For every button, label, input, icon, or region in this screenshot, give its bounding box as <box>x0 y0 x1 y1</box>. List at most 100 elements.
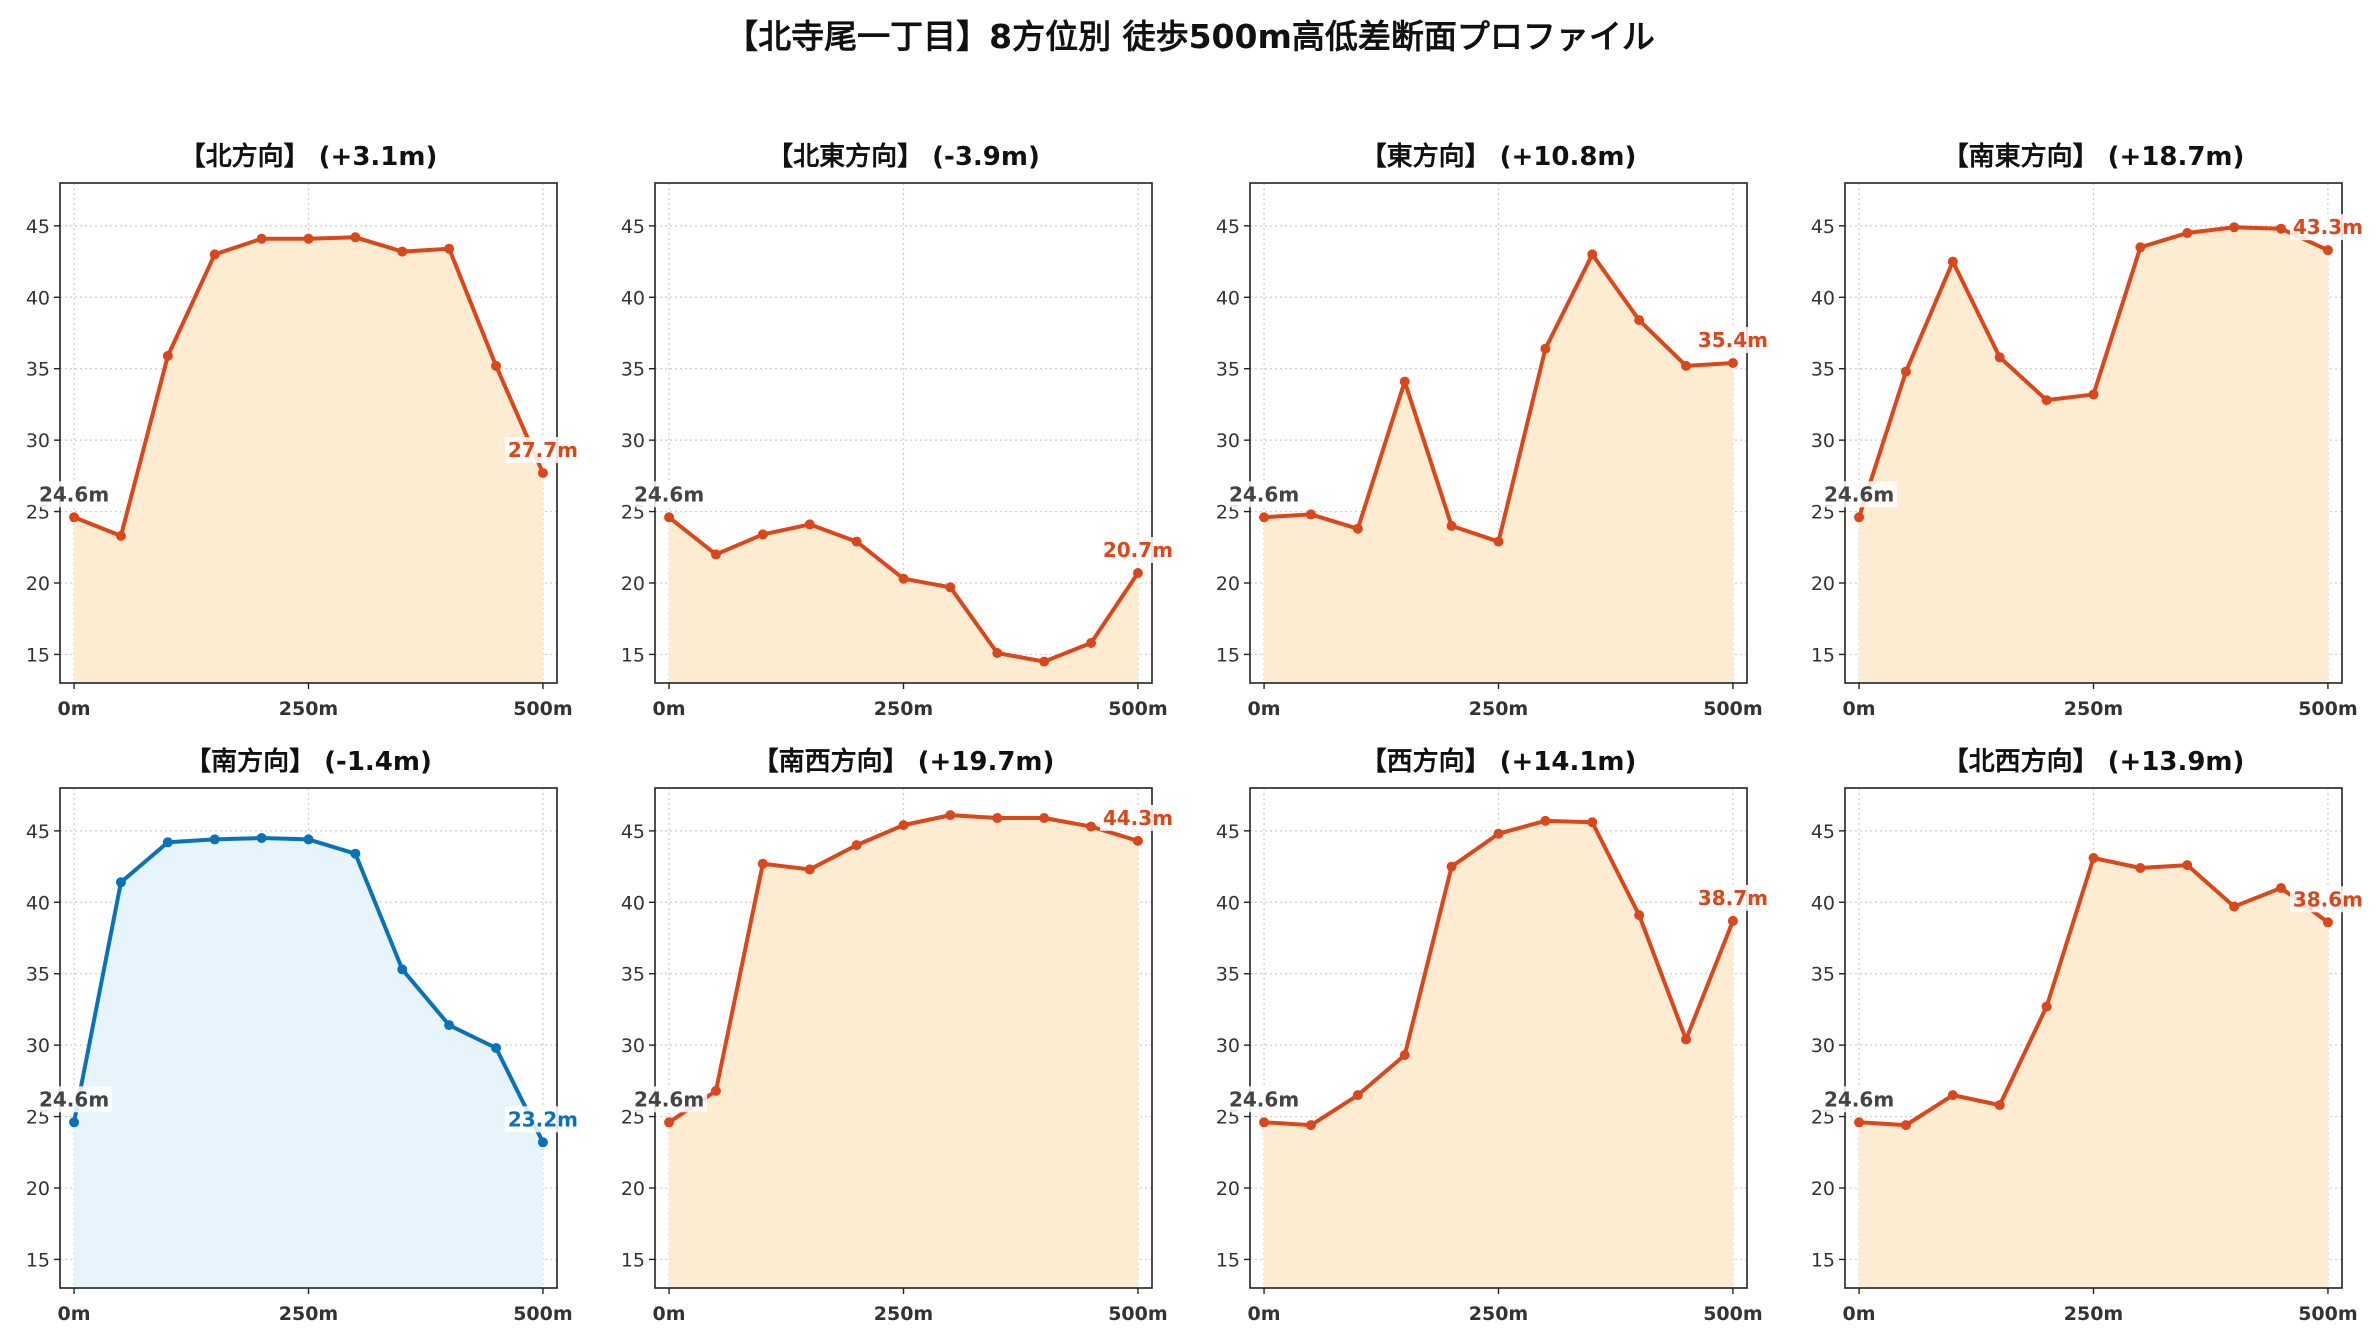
end-label: 44.3m <box>1103 806 1173 830</box>
data-point <box>444 243 455 254</box>
start-label: 24.6m <box>1229 482 1299 506</box>
start-label: 24.6m <box>1229 1087 1299 1111</box>
x-tick-label: 500m <box>1703 698 1762 720</box>
data-point <box>1399 1050 1410 1061</box>
data-point <box>992 648 1003 658</box>
start-label-bg <box>631 1086 708 1113</box>
data-point <box>1854 512 1865 523</box>
data-point <box>2135 242 2146 253</box>
figure-title: 【北寺尾一丁目】8方位別 徒歩500m高低差断面プロファイル <box>725 17 1655 56</box>
data-point <box>397 246 408 257</box>
data-point <box>1086 821 1097 832</box>
data-point <box>1947 256 1958 267</box>
panel-title: 【北西方向】 (+13.9m) <box>1943 746 2245 777</box>
y-tick-label: 30 <box>621 430 645 452</box>
data-point <box>898 820 909 831</box>
data-point <box>1587 817 1598 828</box>
x-tick-label: 250m <box>2064 1303 2123 1325</box>
data-point <box>69 512 80 523</box>
data-point <box>537 468 548 478</box>
y-tick-label: 45 <box>621 216 645 238</box>
panel-title: 【南西方向】 (+19.7m) <box>753 746 1055 777</box>
data-point <box>2229 901 2240 912</box>
y-tick-label: 15 <box>1811 644 1835 666</box>
x-tick-label: 250m <box>1469 698 1528 720</box>
data-point <box>1305 1120 1316 1131</box>
data-point <box>1039 656 1050 667</box>
x-tick-label: 500m <box>1108 1303 1167 1325</box>
data-point <box>1132 835 1143 846</box>
data-point <box>804 864 815 875</box>
data-point <box>1947 1090 1958 1101</box>
y-tick-label: 35 <box>1811 964 1835 986</box>
data-point <box>1446 520 1457 531</box>
y-tick-label: 35 <box>1216 964 1240 986</box>
start-label: 24.6m <box>39 1087 109 1111</box>
data-point <box>1587 249 1598 260</box>
start-label: 24.6m <box>39 482 109 506</box>
area-fill <box>1859 227 2328 684</box>
x-tick-label: 500m <box>2298 698 2357 720</box>
start-label-bg <box>1226 1086 1303 1113</box>
data-point <box>1259 512 1270 523</box>
area-fill <box>74 838 543 1288</box>
y-tick-label: 15 <box>1216 644 1240 666</box>
x-tick-label: 250m <box>874 1303 933 1325</box>
data-point <box>69 1117 80 1128</box>
data-point <box>1727 915 1738 926</box>
y-tick-label: 45 <box>26 821 50 843</box>
end-label-bg <box>504 437 581 463</box>
y-tick-label: 15 <box>26 644 50 666</box>
x-tick-label: 500m <box>513 1303 572 1325</box>
data-point <box>2088 389 2099 400</box>
end-label: 43.3m <box>2293 215 2363 239</box>
data-point <box>1634 315 1645 326</box>
x-tick-label: 0m <box>58 698 91 720</box>
start-label-bg <box>36 481 113 508</box>
x-tick-label: 0m <box>58 1303 91 1325</box>
data-point <box>898 573 909 584</box>
start-label: 24.6m <box>1824 482 1894 506</box>
start-label: 24.6m <box>634 482 704 506</box>
data-point <box>209 249 220 260</box>
y-tick-label: 30 <box>1216 1035 1240 1057</box>
y-tick-label: 30 <box>26 430 50 452</box>
panel-title: 【東方向】 (+10.8m) <box>1361 141 1637 172</box>
x-tick-label: 500m <box>2298 1303 2357 1325</box>
start-label: 24.6m <box>634 1087 704 1111</box>
y-tick-label: 35 <box>26 964 50 986</box>
data-point <box>2276 883 2287 893</box>
y-tick-label: 20 <box>1216 1178 1240 1200</box>
data-point <box>491 1043 502 1053</box>
data-point <box>2041 395 2052 406</box>
data-point <box>2322 917 2333 928</box>
y-tick-label: 35 <box>1811 359 1835 381</box>
end-label-bg <box>1694 327 1771 353</box>
x-tick-label: 0m <box>653 1303 686 1325</box>
panel-title: 【北東方向】 (-3.9m) <box>767 141 1040 172</box>
x-tick-label: 250m <box>279 1303 338 1325</box>
data-point <box>1493 536 1504 547</box>
y-tick-label: 40 <box>621 892 645 914</box>
data-point <box>303 233 314 244</box>
y-tick-label: 40 <box>26 892 50 914</box>
data-point <box>710 549 721 560</box>
y-tick-label: 45 <box>1216 216 1240 238</box>
y-tick-label: 45 <box>1216 821 1240 843</box>
x-tick-label: 0m <box>653 698 686 720</box>
data-point <box>757 529 768 540</box>
data-point <box>115 530 126 541</box>
end-label-bg <box>2289 214 2366 241</box>
data-point <box>851 840 862 851</box>
start-label-bg <box>631 481 708 508</box>
data-point <box>1039 813 1050 823</box>
x-tick-label: 250m <box>874 698 933 720</box>
start-label-bg <box>1821 1086 1898 1113</box>
x-tick-label: 500m <box>1108 698 1167 720</box>
data-point <box>1259 1117 1270 1128</box>
